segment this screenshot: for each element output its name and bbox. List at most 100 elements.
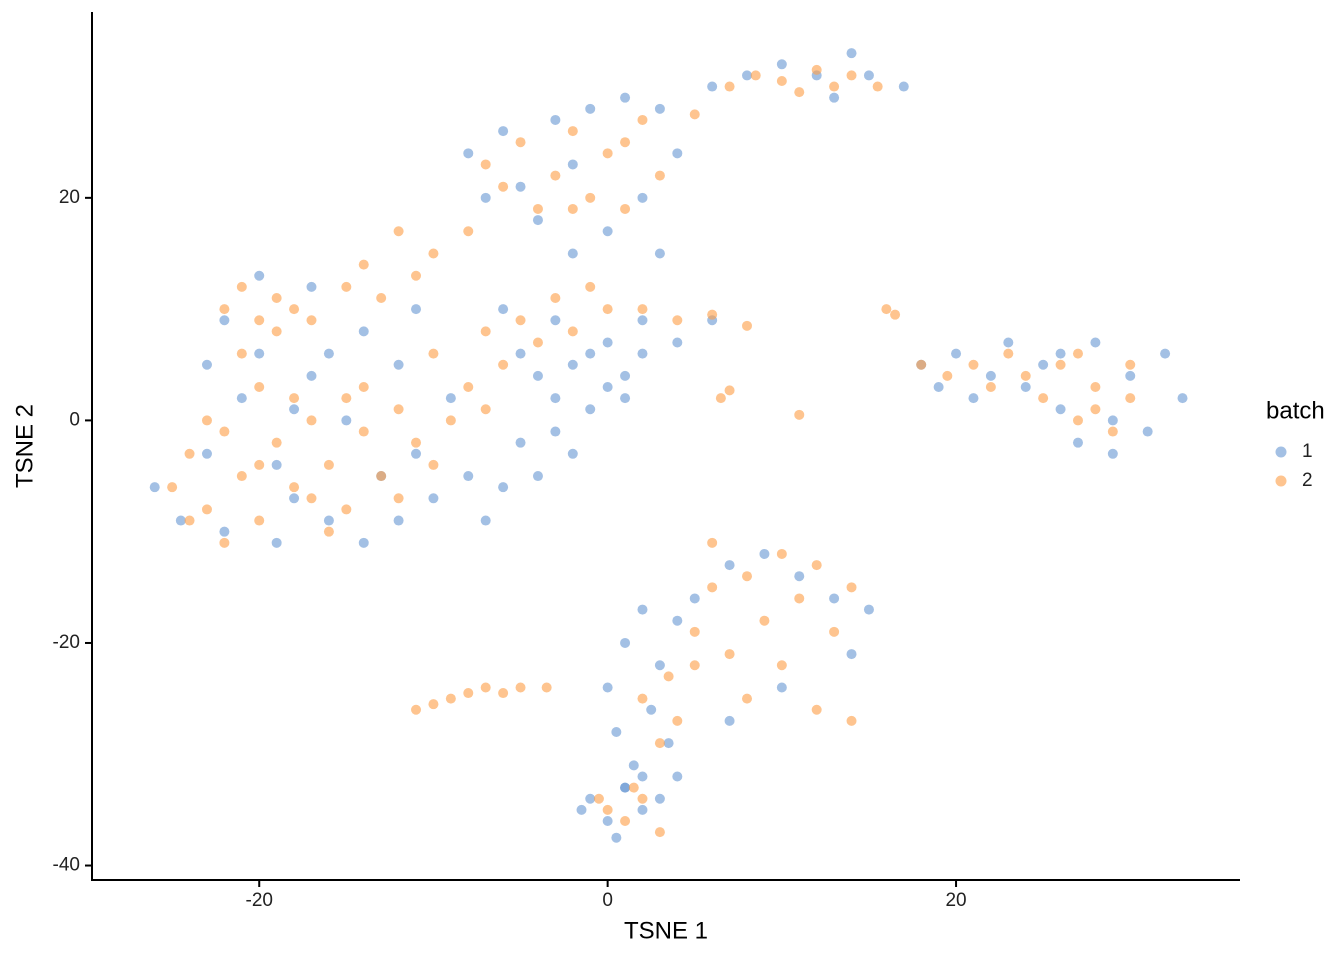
point <box>480 326 491 337</box>
point <box>498 304 509 315</box>
point <box>742 320 753 331</box>
point <box>611 832 622 843</box>
point <box>1020 370 1031 381</box>
point <box>219 537 230 548</box>
point <box>663 738 674 749</box>
point <box>846 48 857 59</box>
points <box>149 48 1188 843</box>
point <box>254 315 265 326</box>
point <box>776 660 787 671</box>
point <box>393 359 404 370</box>
point <box>219 526 230 537</box>
point <box>654 827 665 838</box>
point <box>254 459 265 470</box>
point <box>1072 415 1083 426</box>
point <box>742 70 753 81</box>
point <box>620 782 631 793</box>
point <box>411 437 422 448</box>
point <box>341 415 352 426</box>
point <box>498 359 509 370</box>
point <box>271 292 282 303</box>
point <box>341 504 352 515</box>
legend-title: batch <box>1266 397 1325 424</box>
point <box>620 393 631 404</box>
point <box>498 181 509 192</box>
point <box>672 148 683 159</box>
point <box>411 448 422 459</box>
point <box>628 782 639 793</box>
point <box>776 548 787 559</box>
point <box>445 693 456 704</box>
point <box>620 203 631 214</box>
point <box>602 148 613 159</box>
point <box>776 75 787 86</box>
point <box>532 370 543 381</box>
point <box>323 515 334 526</box>
point <box>1090 404 1101 415</box>
x-tick-label: 20 <box>945 890 966 911</box>
point <box>637 771 648 782</box>
point <box>620 370 631 381</box>
point <box>1038 359 1049 370</box>
point <box>663 671 674 682</box>
point <box>620 92 631 103</box>
point <box>620 637 631 648</box>
point <box>1072 437 1083 448</box>
point <box>236 393 247 404</box>
point <box>1090 382 1101 393</box>
point <box>532 203 543 214</box>
point <box>254 348 265 359</box>
point <box>898 81 909 92</box>
point <box>951 348 962 359</box>
point <box>515 682 526 693</box>
point <box>498 126 509 137</box>
point <box>567 359 578 370</box>
point <box>201 448 212 459</box>
point <box>515 137 526 148</box>
point <box>576 804 587 815</box>
point <box>1107 448 1118 459</box>
point <box>846 715 857 726</box>
point <box>620 137 631 148</box>
point <box>829 92 840 103</box>
point <box>323 459 334 470</box>
point <box>863 70 874 81</box>
point <box>1055 404 1066 415</box>
point <box>428 348 439 359</box>
point <box>428 493 439 504</box>
legend-swatch <box>1275 446 1287 458</box>
point <box>776 59 787 70</box>
point <box>393 226 404 237</box>
point <box>323 526 334 537</box>
point <box>689 626 700 637</box>
point <box>794 571 805 582</box>
point <box>602 382 613 393</box>
point <box>846 70 857 81</box>
point <box>602 304 613 315</box>
point <box>219 426 230 437</box>
point <box>654 793 665 804</box>
point <box>1003 348 1014 359</box>
point <box>219 315 230 326</box>
y-tick-label: -20 <box>53 632 80 653</box>
point <box>654 103 665 114</box>
point <box>654 248 665 259</box>
point <box>724 81 735 92</box>
point <box>715 393 726 404</box>
point <box>620 816 631 827</box>
point <box>585 103 596 114</box>
point <box>306 281 317 292</box>
point <box>271 326 282 337</box>
point <box>794 593 805 604</box>
point <box>184 448 195 459</box>
point <box>585 192 596 203</box>
point <box>358 537 369 548</box>
point <box>637 315 648 326</box>
point <box>341 393 352 404</box>
point <box>567 159 578 170</box>
point <box>585 793 596 804</box>
point <box>637 804 648 815</box>
point <box>393 515 404 526</box>
point <box>358 326 369 337</box>
